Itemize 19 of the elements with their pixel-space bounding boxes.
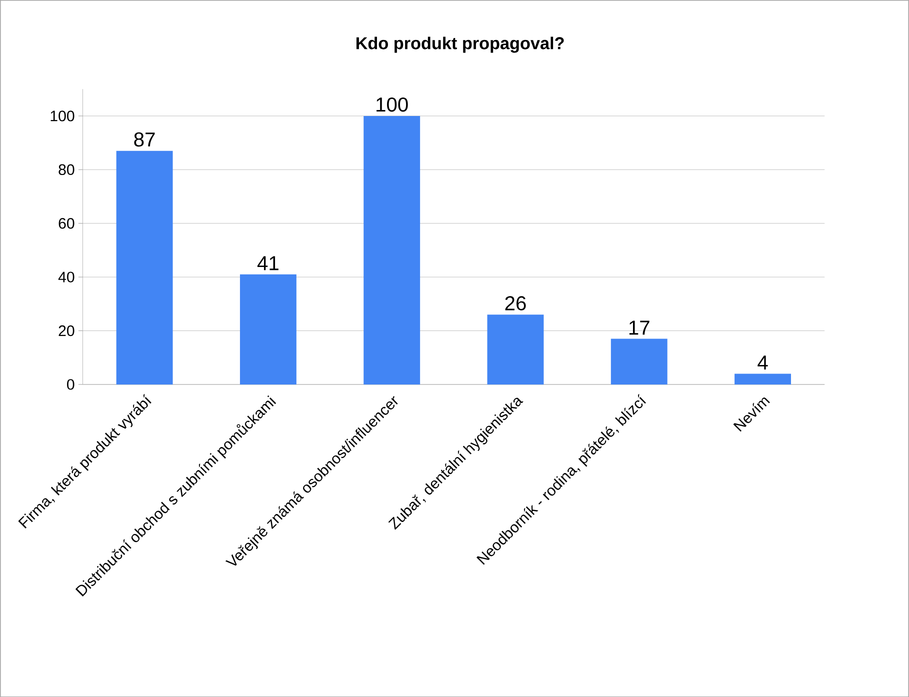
bar <box>364 116 420 384</box>
bar <box>240 274 296 384</box>
y-tick-label: 60 <box>58 218 74 229</box>
y-tick-label: 0 <box>67 378 74 390</box>
data-label: 26 <box>505 296 526 310</box>
chart-title: Kdo produkt propagoval? <box>356 36 564 53</box>
bar <box>610 338 668 384</box>
data-label: 41 <box>257 256 278 270</box>
bar <box>734 374 791 384</box>
y-tick-label: 40 <box>58 272 74 282</box>
y-tick-label: 20 <box>58 325 74 336</box>
data-label: 100 <box>376 97 408 112</box>
bar <box>116 150 173 384</box>
y-tick-label: 80 <box>58 164 74 175</box>
data-label: 4 <box>758 355 768 370</box>
data-label: 17 <box>629 320 650 334</box>
data-label: 87 <box>134 132 155 146</box>
bar <box>487 314 544 384</box>
y-tick-label: 100 <box>50 110 74 122</box>
